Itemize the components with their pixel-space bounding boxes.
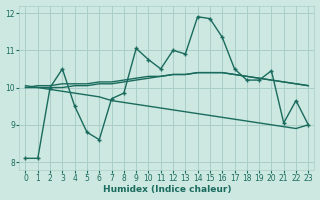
X-axis label: Humidex (Indice chaleur): Humidex (Indice chaleur) (103, 185, 231, 194)
